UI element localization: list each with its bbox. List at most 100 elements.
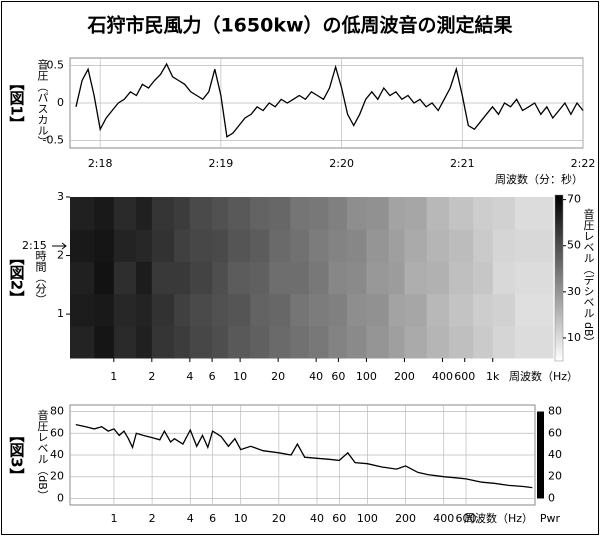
x-tick-label: 20 (272, 512, 286, 525)
heatmap-cell (174, 325, 191, 359)
heatmap-cell (426, 229, 450, 262)
heatmap-cell (113, 197, 137, 230)
heatmap-cell (328, 197, 348, 230)
heatmap-cell (70, 325, 95, 359)
colorbar-tick-label: 80 (548, 405, 562, 418)
heatmap-cell (388, 261, 405, 295)
x-axis-label: 周波数（Hz） (509, 370, 578, 383)
heatmap-cell (250, 293, 270, 327)
x-tick-label: 2:22 (571, 157, 596, 170)
heatmap-cell (426, 197, 450, 230)
heatmap-cell (404, 197, 428, 230)
colorbar-tick-label: 30 (567, 285, 581, 298)
heatmap-cell (388, 229, 405, 262)
heatmap-cell (388, 293, 405, 327)
heatmap-cell (113, 293, 137, 327)
heatmap-cell (290, 261, 310, 295)
heatmap-cell (94, 229, 115, 262)
heatmap-cell (404, 261, 428, 295)
heatmap-cell (473, 197, 494, 230)
heatmap-cell (328, 293, 348, 327)
heatmap-cell (250, 197, 270, 230)
annotation: 2:15 (22, 239, 47, 252)
x-tick-label: 2:21 (450, 157, 475, 170)
heatmap-cell (151, 325, 175, 359)
colorbar-tick-label: 0 (548, 491, 555, 504)
heatmap-cell (212, 197, 229, 230)
figure-label: 【図3】 (8, 427, 26, 482)
heatmap-cell (151, 293, 175, 327)
x-tick-label: 6 (209, 370, 216, 383)
annotation-arrow (52, 242, 67, 250)
heatmap-cell (212, 229, 229, 262)
heatmap-cell (426, 261, 450, 295)
heatmap-cell (514, 229, 554, 262)
x-tick-label: 20 (271, 370, 285, 383)
heatmap-cell (290, 325, 310, 359)
heatmap-cell (308, 293, 329, 327)
heatmap-cell (94, 197, 115, 230)
heatmap-cell (113, 229, 137, 262)
colorbar-tick-label: 20 (548, 470, 562, 483)
colorbar (537, 411, 544, 499)
heatmap-cell (189, 229, 213, 262)
x-tick-label: 200 (394, 370, 415, 383)
x-tick-label: 10 (234, 512, 248, 525)
heatmap-cell (492, 229, 516, 262)
heatmap-cell (404, 293, 428, 327)
heatmap-cell (269, 293, 291, 327)
heatmap-cell (492, 325, 516, 359)
heatmap-cell (388, 197, 405, 230)
heatmap-cell (189, 197, 213, 230)
y-tick-label: 0 (57, 491, 64, 504)
heatmap-cell (174, 197, 191, 230)
heatmap-cell (308, 197, 329, 230)
heatmap-cell (426, 293, 450, 327)
heatmap-cell (70, 229, 95, 262)
heatmap-cell (94, 261, 115, 295)
heatmap-cell (151, 197, 175, 230)
heatmap-cell (308, 229, 329, 262)
heatmap-cell (473, 293, 494, 327)
heatmap-cell (174, 293, 191, 327)
heatmap-cell (174, 261, 191, 295)
x-tick-label: 10 (233, 370, 247, 383)
page-title: 石狩市民風力（1650kw）の低周波音の測定結果 (86, 14, 512, 37)
x-tick-label: 100 (357, 512, 378, 525)
heatmap-cell (448, 229, 474, 262)
heatmap-cell (492, 261, 516, 295)
heatmap-cell (366, 229, 390, 262)
y-tick-label: 0 (57, 96, 64, 109)
heatmap-cell (113, 325, 137, 359)
heatmap-cell (308, 325, 329, 359)
heatmap-cell (250, 261, 270, 295)
x-tick-label: 2 (148, 370, 155, 383)
y-tick-label: 80 (50, 405, 64, 418)
x-tick-label: 40 (309, 370, 323, 383)
heatmap-cell (269, 229, 291, 262)
heatmap-cell (404, 325, 428, 359)
x-tick-label: 600 (456, 512, 477, 525)
heatmap-cell (473, 325, 494, 359)
heatmap-cell (346, 261, 367, 295)
heatmap-cell (212, 261, 229, 295)
y-tick-label: 2 (57, 249, 64, 262)
x-tick-label: 60 (332, 512, 346, 525)
y-tick-label: 3 (57, 190, 64, 203)
heatmap-cell (250, 229, 270, 262)
x-tick-label: 400 (432, 370, 453, 383)
heatmap-cell (70, 261, 95, 295)
heatmap-cell (366, 197, 390, 230)
y-tick-label: 40 (50, 448, 64, 461)
y-axis-label: 音圧（パスカル） (36, 58, 49, 147)
heatmap-cell (212, 325, 229, 359)
heatmap-cell (346, 229, 367, 262)
y-tick-label: -0.5 (43, 134, 64, 147)
x-tick-label: 2:18 (88, 157, 113, 170)
x-tick-label: 60 (331, 370, 345, 383)
heatmap-cell (151, 229, 175, 262)
heatmap-cell (388, 325, 405, 359)
line-series (75, 62, 584, 138)
x-tick-label: 400 (433, 512, 454, 525)
